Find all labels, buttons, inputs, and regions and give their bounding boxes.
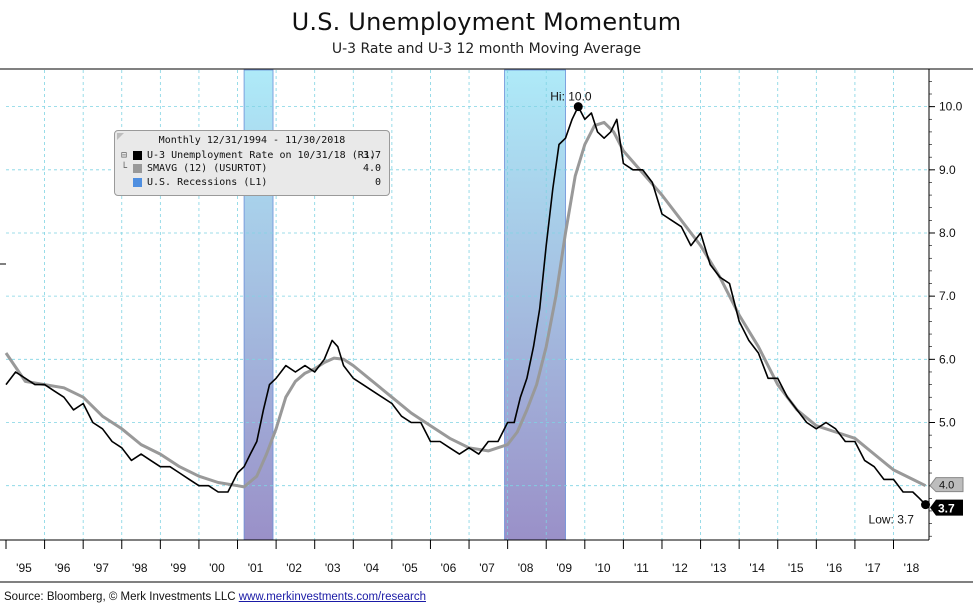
x-tick-label: '18 — [904, 561, 920, 575]
rate-value-badge-text: 3.7 — [938, 502, 955, 516]
x-tick-label: '95 — [16, 561, 32, 575]
y-tick-label: 7.0 — [939, 289, 956, 303]
y-axis: 5.0 6.0 7.0 8.0 9.0 10.0 — [929, 81, 963, 537]
legend-swatch-sma — [133, 164, 142, 173]
tree-branch-icon: └ — [121, 163, 128, 174]
x-tick-label: '13 — [711, 561, 727, 575]
y-tick-label: 6.0 — [939, 352, 956, 366]
source-text: Source: Bloomberg, © Merk Investments LL… — [4, 591, 236, 603]
legend-swatch-rate — [133, 151, 142, 160]
low-marker — [921, 500, 931, 510]
legend-value: 3.7 — [362, 150, 381, 161]
x-tick-label: '17 — [865, 561, 881, 575]
legend-box[interactable]: Monthly 12/31/1994 - 11/30/2018 ⊟ U-3 Un… — [114, 130, 390, 196]
y-tick-label: 10.0 — [939, 100, 963, 114]
x-tick-label: '10 — [595, 561, 611, 575]
series-lines — [4, 105, 927, 506]
recession-band — [504, 69, 566, 541]
x-tick-label: '07 — [479, 561, 495, 575]
collapse-tree-icon[interactable]: ⊟ — [121, 150, 128, 161]
x-tick-label: '06 — [441, 561, 457, 575]
source-link[interactable]: www.merkinvestments.com/research — [238, 591, 426, 603]
legend-corner-icon — [117, 133, 124, 140]
legend-item-rate[interactable]: ⊟ U-3 Unemployment Rate on 10/31/18 (R1)… — [121, 150, 381, 162]
legend-label: U.S. Recessions (L1) — [147, 177, 268, 188]
x-tick-label: '01 — [248, 561, 264, 575]
legend-header: Monthly 12/31/1994 - 11/30/2018 — [158, 135, 346, 146]
x-tick-label: '11 — [634, 561, 649, 575]
x-tick-label: '02 — [286, 561, 302, 575]
rate-line — [5, 105, 927, 506]
x-tick-label: '00 — [209, 561, 225, 575]
y-tick-label: 9.0 — [939, 163, 956, 177]
chart-title: U.S. Unemployment Momentum — [291, 8, 682, 36]
sma-value-badge-text: 4.0 — [939, 480, 954, 492]
x-axis: '95 '96 '97 '98 '99 '00 '01 '02 '03 '04 '05 '06 '07 '… — [5, 540, 920, 575]
x-tick-label: '99 — [171, 561, 187, 575]
x-tick-label: '16 — [827, 561, 843, 575]
annotations: Hi: 10.0 Low: 3.7 4.0 3.7 — [550, 90, 964, 527]
x-tick-label: '15 — [788, 561, 804, 575]
x-tick-label: '08 — [518, 561, 534, 575]
legend-value: 4.0 — [362, 163, 381, 174]
rate-value-badge — [930, 499, 963, 516]
x-tick-label: '96 — [55, 561, 71, 575]
legend-label: U-3 Unemployment Rate on 10/31/18 (R1) — [147, 150, 376, 161]
x-tick-label: '03 — [325, 561, 341, 575]
x-tick-label: '14 — [749, 561, 765, 575]
x-tick-label: '04 — [363, 561, 379, 575]
x-tick-label: '05 — [402, 561, 418, 575]
legend-label: SMAVG (12) (USURTOT) — [147, 163, 268, 174]
legend-value: 0 — [374, 177, 381, 188]
legend-item-sma[interactable]: └ SMAVG (12) (USURTOT) 4.0 — [121, 163, 381, 175]
low-label: Low: 3.7 — [869, 513, 915, 527]
sma-value-badge — [929, 477, 964, 493]
x-tick-label: '09 — [556, 561, 572, 575]
legend-item-recessions[interactable]: U.S. Recessions (L1) 0 — [121, 177, 381, 189]
y-tick-label: 5.0 — [939, 416, 956, 430]
x-tick-label: '97 — [93, 561, 109, 575]
legend-swatch-recessions — [133, 178, 142, 187]
plot-frame — [0, 68, 973, 583]
hi-label: Hi: 10.0 — [550, 90, 592, 104]
x-tick-label: '98 — [132, 561, 148, 575]
x-tick-label: '12 — [672, 561, 688, 575]
source-footer: Source: Bloomberg, © Merk Investments LL… — [4, 591, 426, 603]
y-tick-label: 8.0 — [939, 226, 956, 240]
hi-marker — [573, 102, 583, 112]
chart-subtitle: U-3 Rate and U-3 12 month Moving Average — [331, 41, 642, 57]
